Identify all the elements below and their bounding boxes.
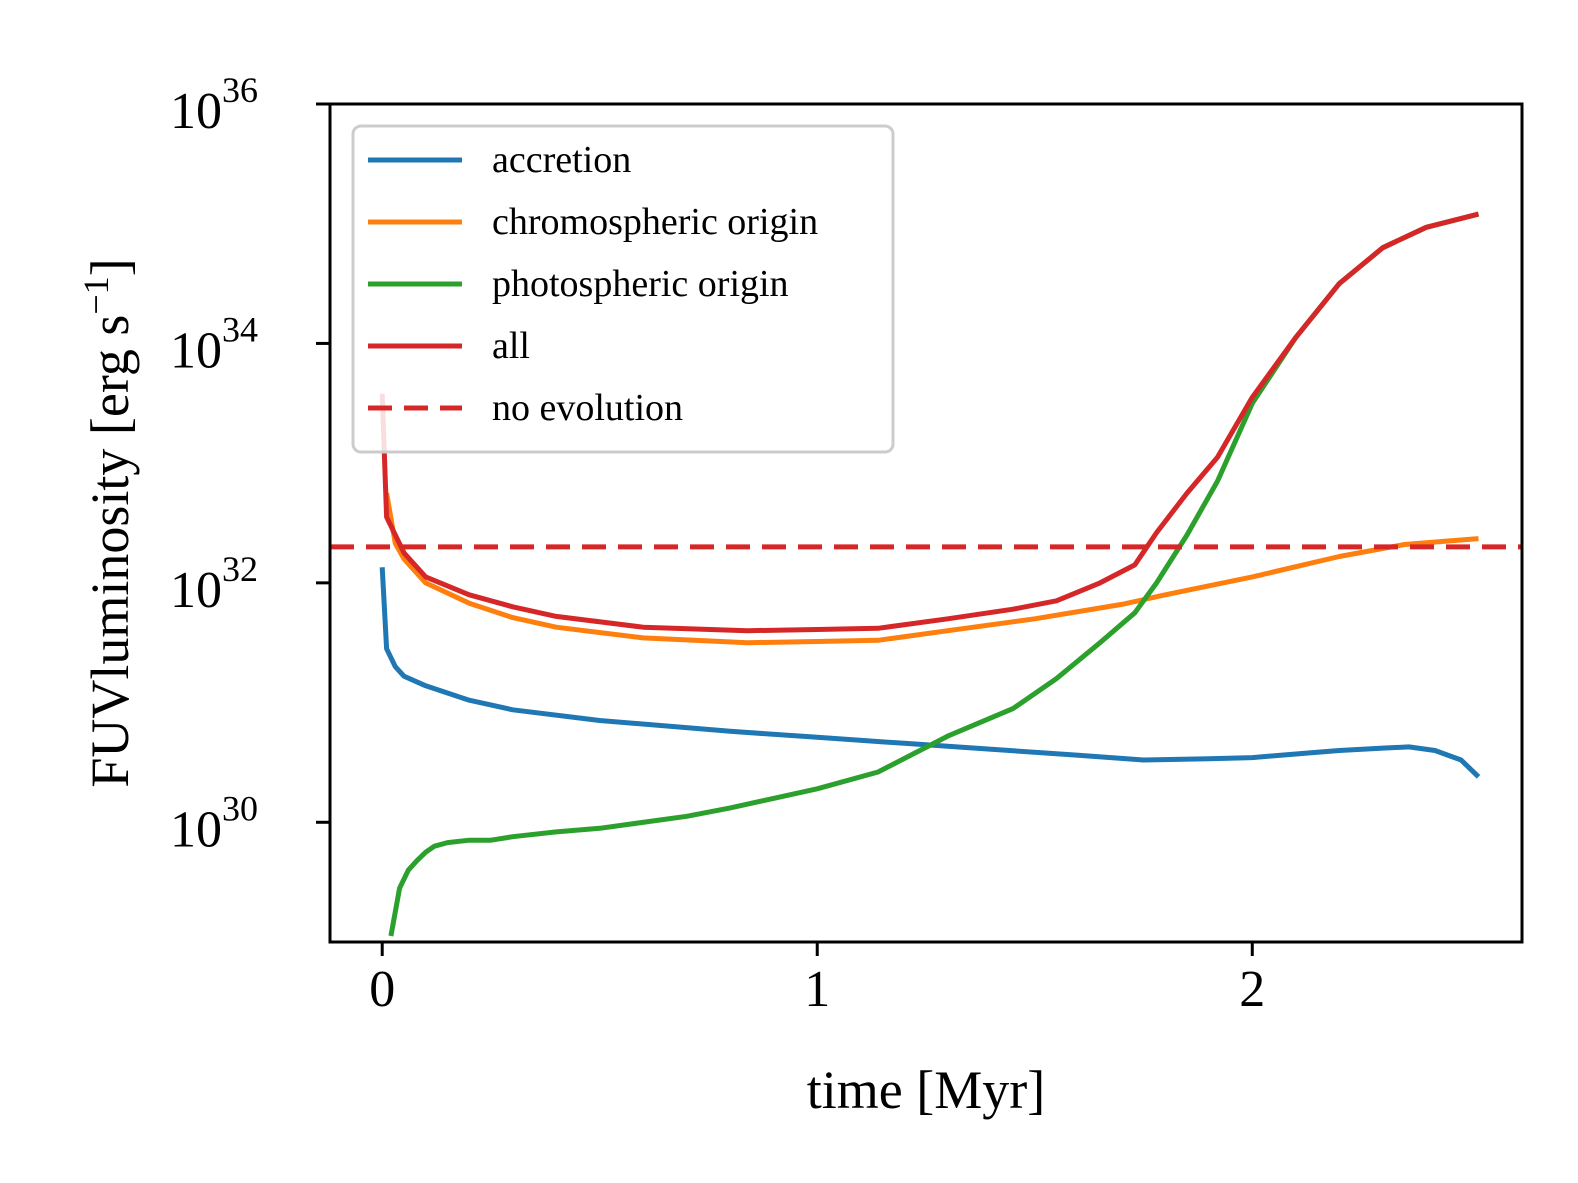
y-tick-label: 1030 bbox=[170, 788, 258, 858]
y-tick-label: 1036 bbox=[170, 70, 258, 140]
legend: accretion chromospheric origin photospheri… bbox=[351, 124, 895, 454]
legend-label-photospheric-origin: photospheric origin bbox=[492, 263, 789, 305]
x-tick-label: 0 bbox=[369, 961, 395, 1018]
series-line-photospheric-origin bbox=[388, 211, 1480, 937]
legend-label-chromospheric-origin: chromospheric origin bbox=[492, 201, 818, 243]
legend-label-accretion: accretion bbox=[492, 139, 631, 181]
y-axis-label-exponent: −1 bbox=[76, 276, 116, 314]
x-tick-label: 1 bbox=[804, 961, 830, 1018]
y-tick-label: 1032 bbox=[170, 549, 258, 619]
y-axis-label-close: ] bbox=[80, 258, 140, 276]
legend-items: accretion chromospheric origin photospheri… bbox=[368, 139, 818, 429]
y-axis-label-main: FUVluminosity [erg s bbox=[80, 315, 140, 788]
plot-lines bbox=[330, 211, 1522, 937]
legend-label-all: all bbox=[492, 325, 530, 367]
series-line-chromospheric-origin bbox=[384, 492, 1479, 646]
series-line-accretion bbox=[379, 567, 1481, 779]
series-line-all bbox=[379, 211, 1480, 634]
y-axis-label: FUVluminosity [erg s−1] bbox=[76, 258, 140, 787]
legend-frame bbox=[351, 124, 895, 454]
y-tick-label: 1034 bbox=[170, 309, 258, 379]
x-tick-label: 2 bbox=[1239, 961, 1265, 1018]
legend-label-no-evolution: no evolution bbox=[492, 387, 683, 429]
x-axis-label: time [Myr] bbox=[807, 1060, 1045, 1120]
axis-ticks: 0 1 2 1030 1032 1034 1036 bbox=[170, 70, 1265, 1018]
plot-frame bbox=[328, 102, 1524, 944]
